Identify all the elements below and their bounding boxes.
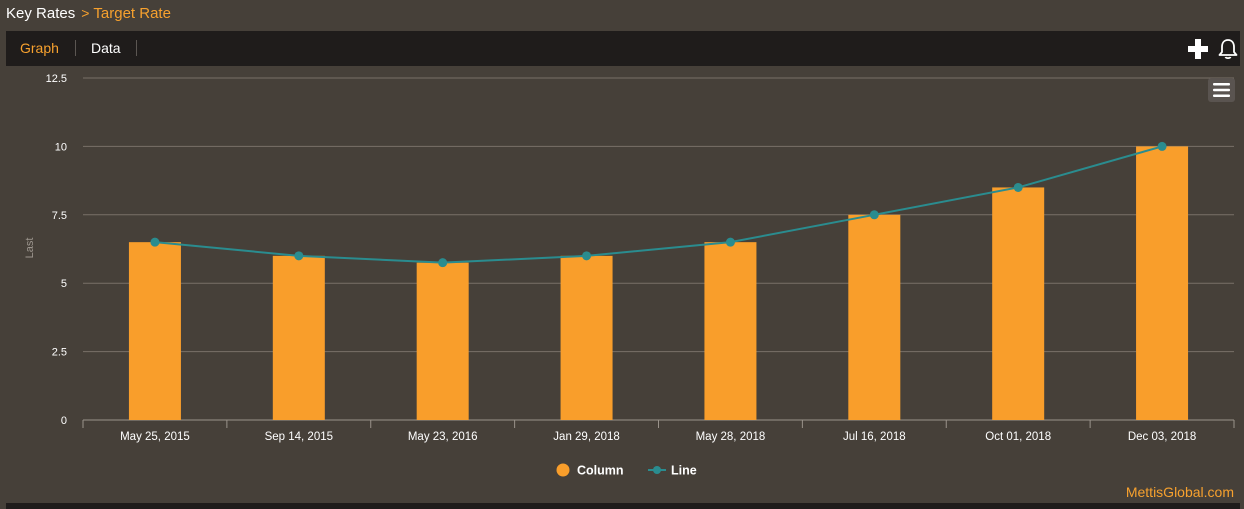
x-tick-label: Jan 29, 2018 (553, 431, 620, 443)
hamburger-menu-icon (1213, 83, 1230, 97)
chart-menu-button[interactable] (1208, 78, 1235, 102)
bell-icon[interactable] (1217, 38, 1239, 65)
breadcrumb: Key Rates > Target Rate (6, 3, 171, 23)
brand-link[interactable]: MettisGlobal.com (1125, 484, 1234, 500)
y-tick-label: 2.5 (52, 347, 67, 359)
x-tick-label: Jul 16, 2018 (843, 431, 906, 443)
breadcrumb-chevron-icon: > (81, 5, 90, 21)
y-tick-label: 10 (55, 141, 67, 153)
legend-column-label[interactable]: Column (577, 464, 624, 478)
bar-column[interactable] (560, 255, 613, 420)
line-point[interactable] (150, 237, 160, 247)
x-tick-label: May 25, 2015 (120, 431, 190, 443)
line-point[interactable] (582, 251, 592, 261)
x-tick-label: Oct 01, 2018 (985, 431, 1051, 443)
line-series (154, 145, 1163, 264)
breadcrumb-current: Target Rate (93, 5, 171, 22)
tab-data[interactable]: Data (91, 40, 121, 56)
bar-column[interactable] (272, 255, 325, 420)
y-axis-title: Last (24, 238, 36, 259)
bottom-strip (6, 503, 1240, 509)
bar-column[interactable] (1136, 146, 1189, 420)
bar-column[interactable] (704, 242, 757, 420)
legend-line-marker-dot[interactable] (653, 466, 661, 474)
breadcrumb-root[interactable]: Key Rates (6, 5, 76, 22)
x-tick-label: May 23, 2016 (408, 431, 478, 443)
bar-column[interactable] (848, 214, 901, 420)
x-tick-label: Sep 14, 2015 (265, 431, 333, 443)
x-tick-label: Dec 03, 2018 (1128, 431, 1196, 443)
bar-column[interactable] (128, 242, 181, 420)
tab-divider (136, 40, 137, 56)
chart: 0 2.5 5 7.5 10 12.5 Last May 25, 2015 Sep 14, 20… (24, 73, 1235, 478)
tab-graph[interactable]: Graph (20, 40, 59, 56)
line-point[interactable] (725, 237, 735, 247)
y-tick-label: 0 (61, 415, 67, 427)
bar-column[interactable] (992, 187, 1045, 420)
plus-icon[interactable] (1187, 38, 1209, 65)
y-tick-label: 12.5 (46, 73, 67, 85)
legend-column-marker[interactable] (556, 463, 570, 477)
line-point[interactable] (1013, 182, 1023, 192)
line-point[interactable] (438, 258, 448, 268)
bar-column[interactable] (416, 262, 469, 420)
chart-toolbar: Graph Data (6, 31, 1240, 66)
line-point[interactable] (294, 251, 304, 261)
y-tick-label: 5 (61, 278, 67, 290)
tab-divider (75, 40, 76, 56)
line-point[interactable] (869, 210, 879, 220)
line-point[interactable] (1157, 141, 1167, 151)
y-tick-label: 7.5 (52, 210, 67, 222)
legend-line-label[interactable]: Line (671, 464, 697, 478)
x-tick-label: May 28, 2018 (696, 431, 766, 443)
